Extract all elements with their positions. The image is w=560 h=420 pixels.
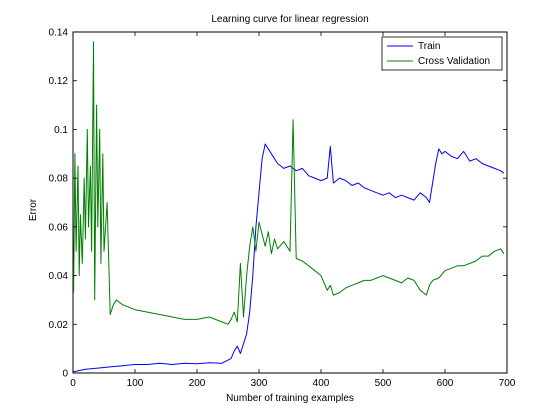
y-tick-label: 0.04 (49, 271, 69, 282)
x-tick-label: 300 (251, 378, 268, 389)
y-tick-label: 0.06 (49, 222, 69, 233)
series-line-train (73, 143, 505, 373)
y-tick-label: 0.1 (54, 125, 68, 136)
x-axis-ticks: 0 100 200 300 400 500 600 700 (70, 32, 516, 389)
y-axis-label: Error (28, 198, 39, 221)
series-layer (73, 41, 505, 373)
axes-box (72, 31, 508, 374)
legend-cv-label: Cross Validation (418, 56, 490, 67)
x-tick-label: 0 (70, 378, 76, 389)
y-tick-label: 0.02 (49, 320, 69, 331)
x-tick-label: 400 (313, 378, 330, 389)
legend: Train Cross Validation (381, 36, 503, 71)
series-line-cross-validation (73, 41, 505, 325)
chart-title: Learning curve for linear regression (211, 14, 368, 25)
y-tick-label: 0.14 (49, 28, 69, 39)
legend-box (381, 36, 503, 71)
x-tick-label: 500 (375, 378, 392, 389)
y-axis-ticks: 0 0.02 0.04 0.06 0.08 0.1 0.12 0.14 (49, 28, 507, 380)
x-tick-label: 100 (127, 378, 144, 389)
x-tick-label: 200 (189, 378, 206, 389)
x-tick-label: 600 (437, 378, 454, 389)
y-tick-label: 0.08 (49, 174, 69, 185)
x-axis-label: Number of training examples (226, 393, 354, 404)
y-tick-label: 0.12 (49, 76, 69, 87)
legend-train-label: Train (418, 41, 440, 52)
y-tick-label: 0 (62, 369, 68, 380)
plot-area: 0 100 200 300 400 500 600 700 0 0.02 0.04 0.06 0.08… (49, 28, 516, 390)
x-tick-label: 700 (499, 378, 516, 389)
